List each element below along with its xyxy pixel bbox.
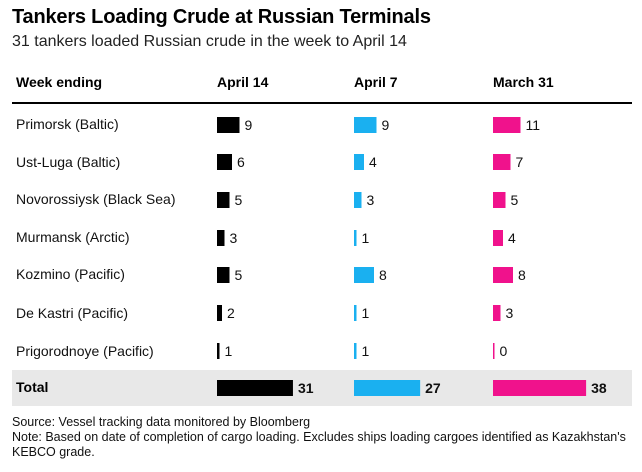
chart-subtitle: 31 tankers loaded Russian crude in the w… — [12, 33, 407, 50]
row-label-prigorodnoye: Prigorodnoye (Pacific) — [16, 343, 154, 359]
column-header-march-31: March 31 — [493, 74, 554, 90]
bar-april-7-prigorodnoye-pacific — [354, 343, 357, 359]
value-label-april-14-prigorodnoye-pacific: 1 — [225, 343, 233, 359]
value-label-april-14-kozmino-pacific: 5 — [235, 267, 243, 283]
bar-april-14-primorsk-baltic — [217, 117, 240, 133]
value-label-march-31-murmansk-arctic: 4 — [508, 230, 516, 246]
bar-april-14-novorossiysk-black-sea — [217, 192, 230, 208]
value-label-march-31-kozmino-pacific: 8 — [518, 267, 526, 283]
value-label-april-7-primorsk-baltic: 9 — [382, 117, 390, 133]
bar-march-31-novorossiysk-black-sea — [493, 192, 506, 208]
source-note: Source: Vessel tracking data monitored b… — [12, 415, 311, 429]
column-header-april-7: April 7 — [354, 74, 398, 90]
bar-april-14-de-kastri-pacific — [217, 305, 222, 321]
value-label-april-14-novorossiysk-black-sea: 5 — [235, 192, 243, 208]
bar-april-7-novorossiysk-black-sea — [354, 192, 362, 208]
value-label-april-7-novorossiysk-black-sea: 3 — [367, 192, 375, 208]
value-label-april-7-prigorodnoye-pacific: 1 — [362, 343, 370, 359]
header-divider — [12, 102, 632, 104]
value-label-april-7-ust-luga-baltic: 4 — [369, 154, 377, 170]
column-header-week-ending: Week ending — [16, 74, 103, 90]
value-label-april-14-ust-luga-baltic: 6 — [237, 154, 245, 170]
total-bar-april-7 — [354, 380, 421, 396]
bar-april-7-ust-luga-baltic — [354, 154, 364, 170]
bar-april-14-ust-luga-baltic — [217, 154, 232, 170]
bar-april-7-de-kastri-pacific — [354, 305, 357, 321]
bar-march-31-kozmino-pacific — [493, 267, 513, 283]
bar-march-31-de-kastri-pacific — [493, 305, 501, 321]
bar-april-14-kozmino-pacific — [217, 267, 230, 283]
total-value-label-april-7: 27 — [425, 380, 441, 396]
row-label-de-kastri: De Kastri (Pacific) — [16, 305, 129, 321]
row-label-murmansk: Murmansk (Arctic) — [16, 229, 130, 245]
row-label-ust-luga: Ust-Luga (Baltic) — [16, 154, 121, 170]
value-label-april-14-de-kastri-pacific: 2 — [227, 305, 235, 321]
methodology-note: Note: Based on date of completion of car… — [12, 430, 626, 459]
value-label-march-31-novorossiysk-black-sea: 5 — [511, 192, 519, 208]
value-label-april-14-primorsk-baltic: 9 — [245, 117, 253, 133]
value-label-march-31-de-kastri-pacific: 3 — [506, 305, 514, 321]
value-label-april-7-murmansk-arctic: 1 — [362, 230, 370, 246]
bar-april-7-primorsk-baltic — [354, 117, 377, 133]
bar-march-31-primorsk-baltic — [493, 117, 521, 133]
bar-stub-march-31-prigorodnoye-pacific — [493, 343, 495, 359]
bar-april-7-kozmino-pacific — [354, 267, 374, 283]
total-bar-april-14 — [217, 380, 293, 396]
row-label-novorossiysk: Novorossiysk (Black Sea) — [16, 191, 176, 207]
value-label-april-7-de-kastri-pacific: 1 — [362, 305, 370, 321]
chart-title: Tankers Loading Crude at Russian Termina… — [12, 6, 431, 28]
bar-april-7-murmansk-arctic — [354, 230, 357, 246]
bar-march-31-ust-luga-baltic — [493, 154, 511, 170]
value-label-april-14-murmansk-arctic: 3 — [230, 230, 238, 246]
chart-footer: Source: Vessel tracking data monitored b… — [12, 415, 632, 460]
total-bar-march-31 — [493, 380, 587, 396]
bar-april-14-murmansk-arctic — [217, 230, 225, 246]
bar-april-14-prigorodnoye-pacific — [217, 343, 220, 359]
value-label-march-31-prigorodnoye-pacific: 0 — [500, 343, 508, 359]
value-label-march-31-ust-luga-baltic: 7 — [516, 154, 524, 170]
row-label-primorsk: Primorsk (Baltic) — [16, 116, 119, 132]
total-row-label: Total — [16, 379, 49, 395]
total-value-label-march-31: 38 — [591, 380, 607, 396]
row-label-kozmino: Kozmino (Pacific) — [16, 266, 125, 282]
total-value-label-april-14: 31 — [298, 380, 314, 396]
column-header-april-14: April 14 — [217, 74, 269, 90]
bar-march-31-murmansk-arctic — [493, 230, 503, 246]
value-label-april-7-kozmino-pacific: 8 — [379, 267, 387, 283]
value-label-march-31-primorsk-baltic: 11 — [526, 117, 541, 133]
